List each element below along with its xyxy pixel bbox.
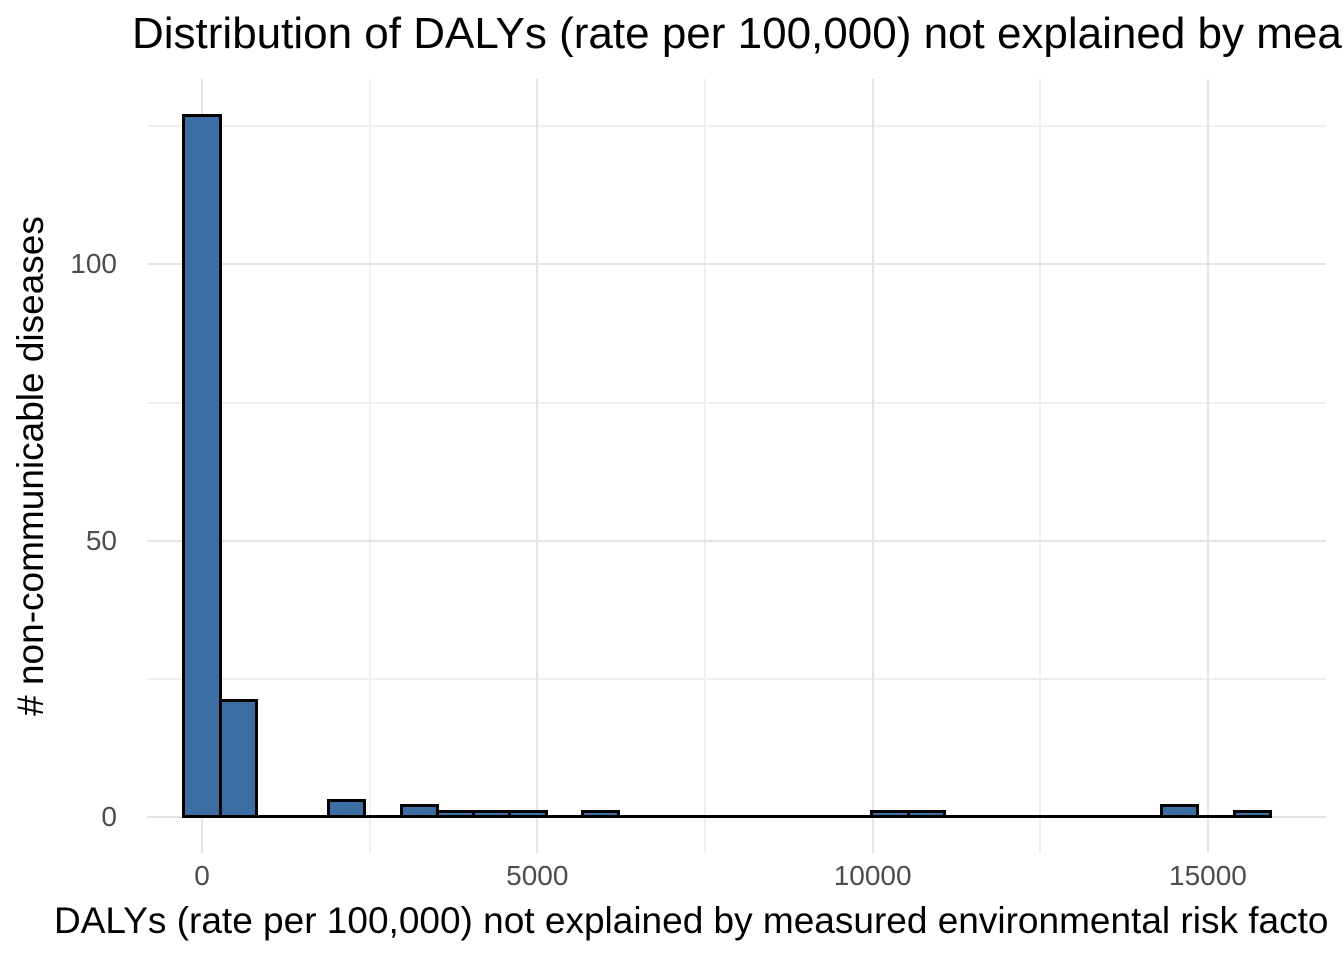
histogram-bar [399, 804, 439, 819]
x-major-gridline [871, 79, 874, 853]
histogram-bar [1160, 804, 1200, 819]
histogram-bar [906, 809, 946, 819]
histogram-bar [435, 809, 476, 819]
histogram-bar [327, 798, 367, 819]
x-minor-gridline [1039, 79, 1042, 853]
histogram-bar [870, 809, 910, 819]
y-minor-gridline [147, 677, 1326, 680]
y-axis-title: # non-communicable diseases [10, 216, 51, 716]
y-tick-label: 100 [70, 248, 117, 280]
x-minor-gridline [368, 79, 371, 853]
plot-panel [147, 79, 1326, 853]
histogram-baseline [183, 815, 1271, 819]
x-tick-label: 10000 [833, 860, 912, 891]
y-minor-gridline [147, 125, 1326, 128]
y-major-gridline [147, 263, 1326, 266]
y-minor-gridline [147, 401, 1326, 404]
y-tick-label: 50 [85, 524, 117, 556]
chart-title: Distribution of DALYs (rate per 100,000)… [132, 9, 1342, 58]
x-tick-label: 0 [194, 860, 210, 891]
histogram-bar [472, 809, 512, 819]
histogram-bar [580, 809, 620, 819]
x-minor-gridline [703, 79, 706, 853]
x-tick-label: 5000 [506, 860, 569, 891]
x-axis-title: DALYs (rate per 100,000) not explained b… [54, 900, 1329, 941]
histogram-bar [182, 113, 222, 819]
y-major-gridline [147, 539, 1326, 542]
histogram-bar [218, 699, 258, 819]
x-major-gridline [536, 79, 539, 853]
histogram-bar [508, 809, 548, 819]
y-tick-label: 0 [101, 800, 117, 832]
x-major-gridline [1206, 79, 1209, 853]
x-tick-label: 15000 [1169, 860, 1247, 891]
histogram-bar [1232, 809, 1272, 819]
